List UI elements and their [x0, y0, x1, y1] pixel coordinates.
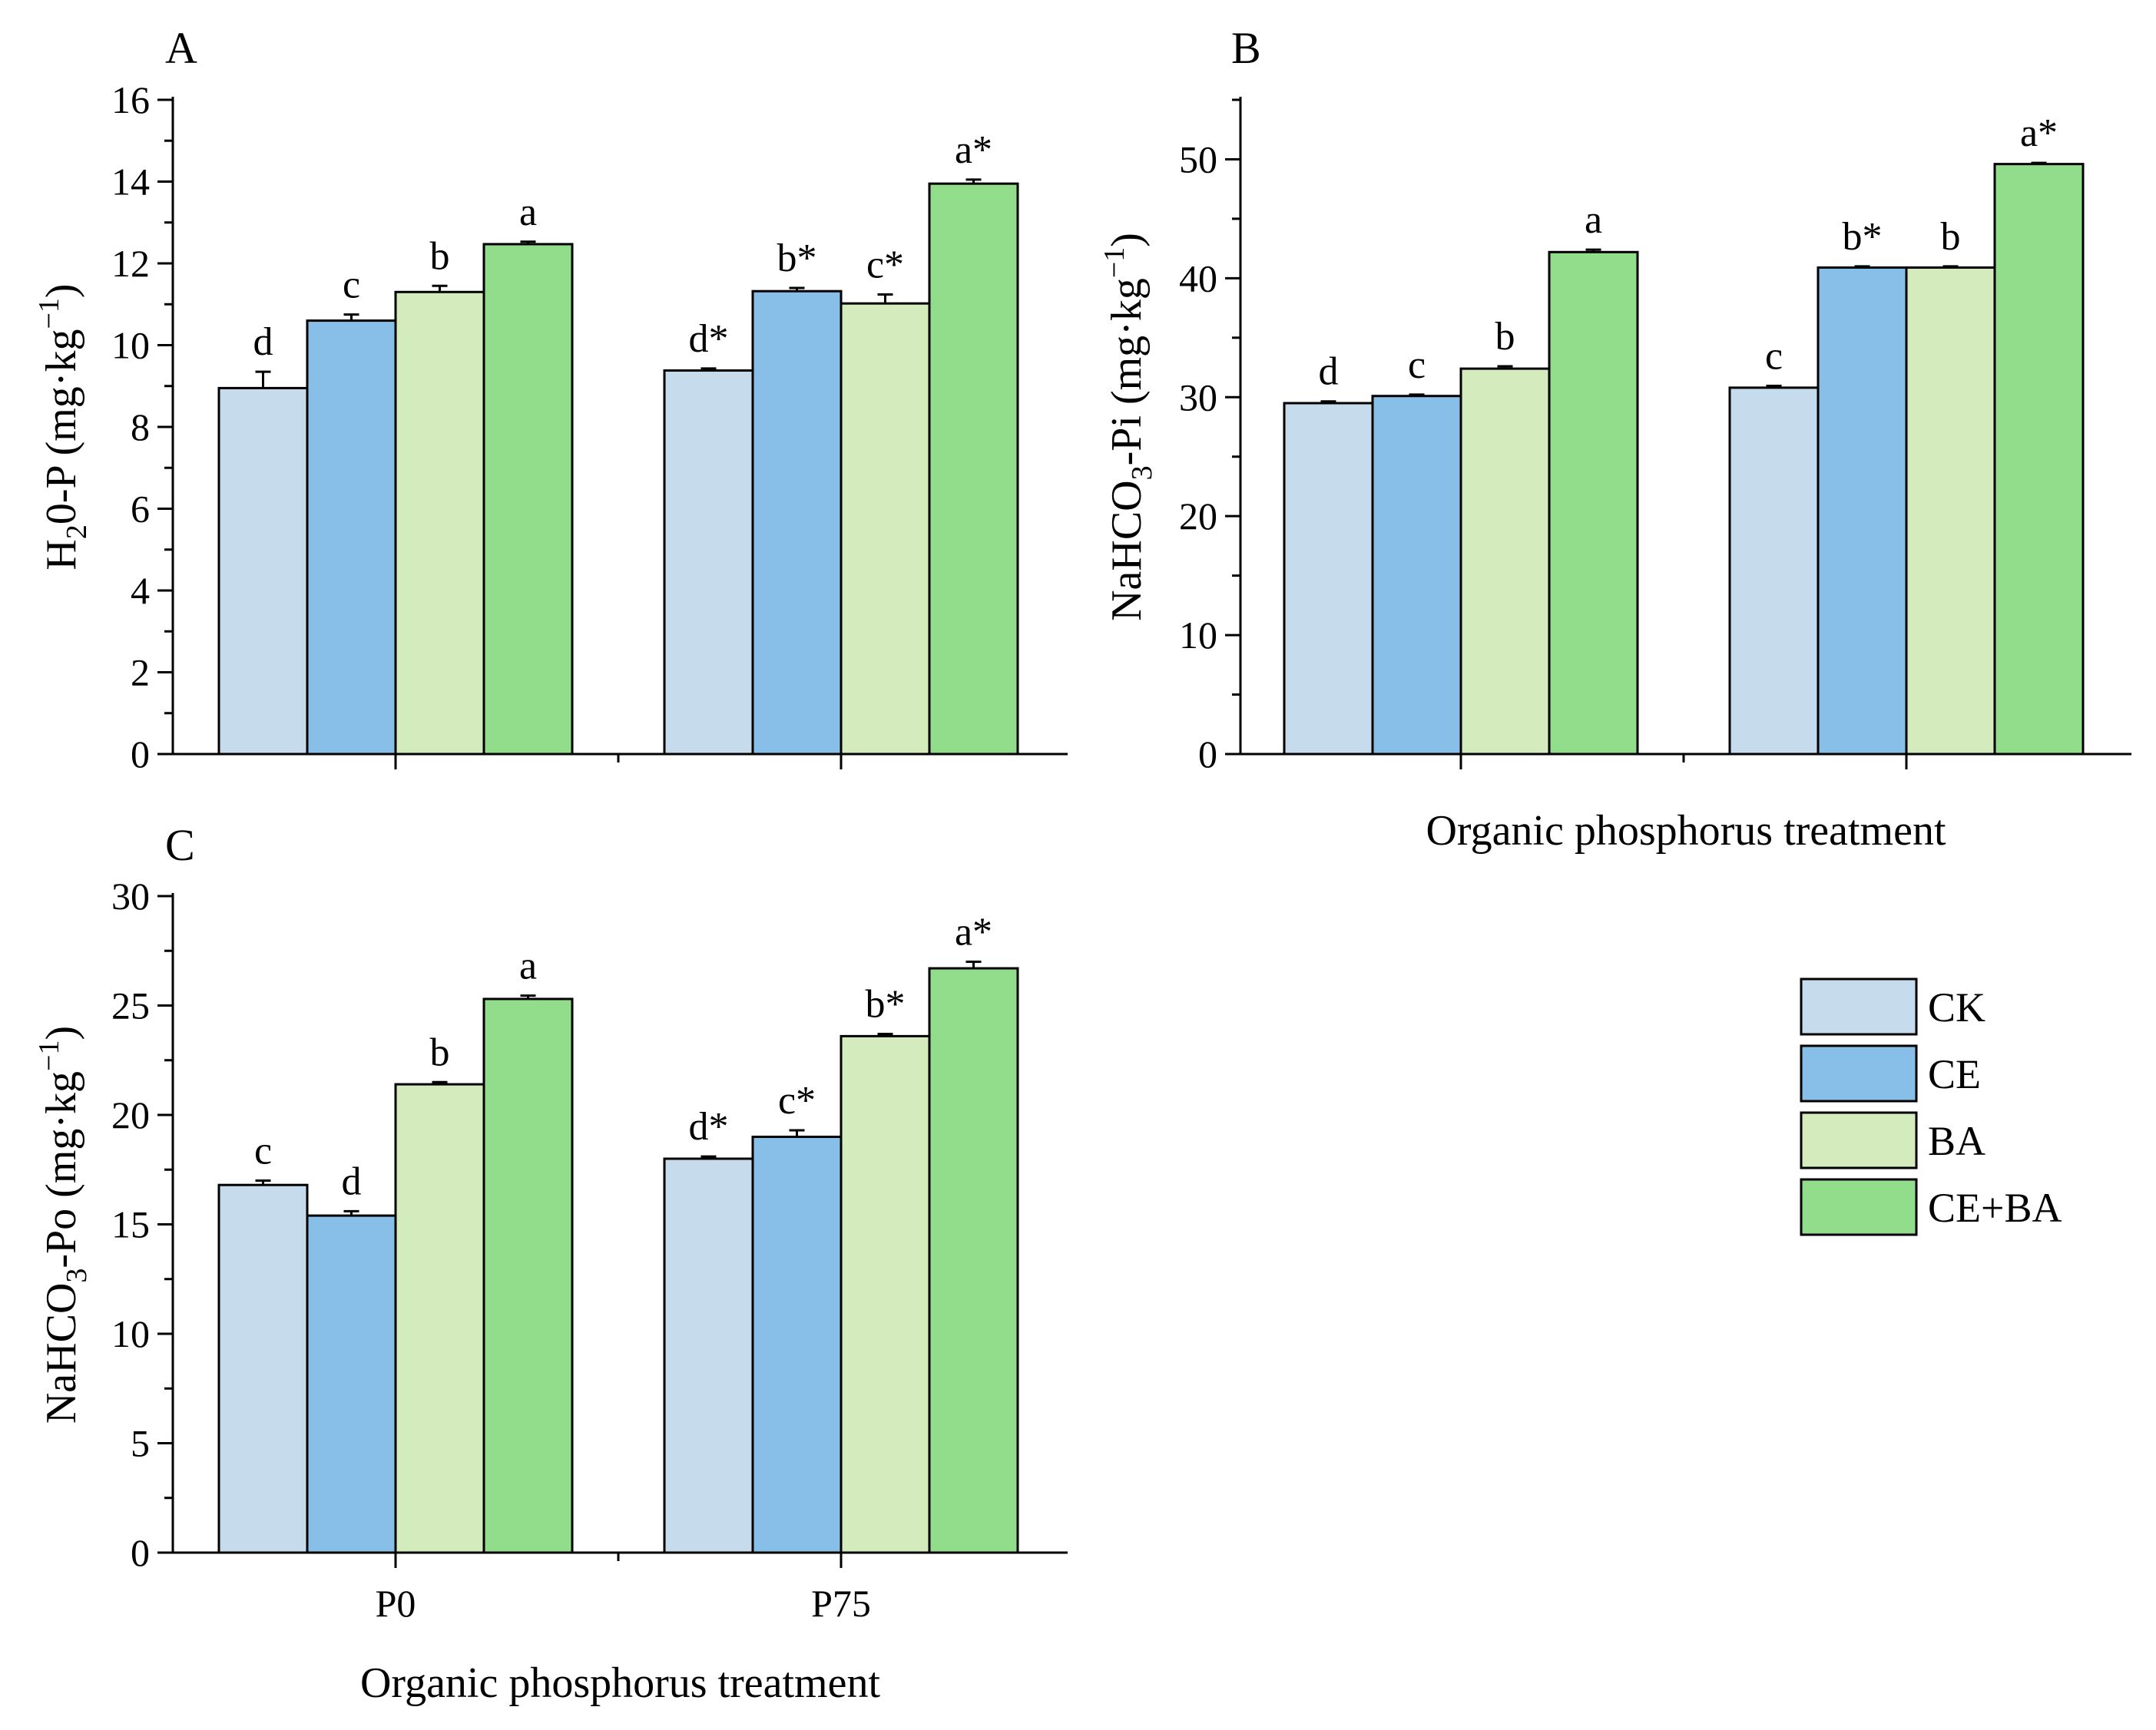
y-axis-title: NaHCO3-Pi (mg·kg−1)	[1098, 233, 1158, 621]
panel-a-chart: Ad d* c b* b c* a a* 0 2 4 6 8 10 12 14 16 H20-P (mg·kg−1…	[33, 23, 1068, 776]
legend-swatch-ce	[1800, 1044, 1918, 1103]
y-tick-label: 20	[1179, 495, 1217, 538]
bar-ce-p0	[1371, 395, 1462, 756]
significance-label: c*	[866, 243, 904, 286]
significance-label: a	[519, 190, 537, 234]
significance-label: b	[1941, 215, 1961, 259]
significance-label: c	[254, 1130, 272, 1173]
bar-ba-p0	[1459, 367, 1551, 756]
y-tick-label: 14	[111, 160, 150, 203]
bar-ck-p75	[663, 1157, 754, 1554]
bar-ba-p0	[394, 1083, 485, 1554]
x-axis-title: Organic phosphorus treatment	[360, 1659, 880, 1707]
y-tick-label: 10	[1179, 614, 1217, 657]
bar-ba-p75	[840, 302, 931, 756]
significance-label: a	[1585, 198, 1602, 242]
bar-ce-p75	[751, 1136, 843, 1554]
significance-label: a*	[2020, 111, 2058, 155]
bar-ba-p0	[394, 290, 485, 756]
y-tick-label: 2	[131, 651, 150, 694]
bar-ce-ba-p0	[1548, 250, 1639, 756]
bar-ce-p75	[751, 289, 843, 756]
bar-ce-ba-p75	[928, 967, 1019, 1554]
panel-label: C	[165, 820, 195, 870]
bar-ba-p75	[840, 1034, 931, 1554]
legend-swatch-ba	[1800, 1111, 1918, 1169]
panel-label: A	[165, 23, 197, 73]
y-tick-label: 0	[131, 1531, 150, 1574]
significance-label: b	[1495, 315, 1515, 359]
x-tick-label: P75	[811, 1582, 871, 1625]
y-axis-title: NaHCO3-Po (mg·kg−1)	[33, 1026, 93, 1424]
significance-label: d	[253, 320, 273, 364]
significance-label: b	[430, 234, 450, 278]
legend-swatch-ck	[1800, 977, 1918, 1036]
legend-label: CE+BA	[1928, 1185, 2062, 1231]
y-tick-label: 40	[1179, 256, 1217, 299]
significance-label: a*	[955, 911, 992, 954]
significance-label: d	[1319, 350, 1339, 394]
significance-label: c	[343, 263, 360, 307]
y-axis-title: H20-P (mg·kg−1)	[33, 283, 93, 570]
y-tick-label: 8	[131, 405, 150, 448]
y-tick-label: 5	[131, 1422, 150, 1465]
y-tick-label: 30	[1179, 375, 1217, 418]
panel-label: B	[1231, 23, 1261, 73]
y-tick-label: 12	[111, 242, 150, 285]
bar-ce-p0	[306, 319, 397, 756]
x-tick-label: P0	[376, 1582, 416, 1625]
bar-ce-ba-p0	[482, 997, 574, 1554]
bar-ck-p75	[663, 369, 754, 756]
y-tick-label: 4	[131, 569, 150, 612]
legend-label: CK	[1928, 984, 1985, 1030]
significance-label: c	[1765, 335, 1783, 379]
y-tick-label: 10	[111, 1312, 150, 1355]
significance-label: b*	[866, 983, 906, 1027]
y-tick-label: 16	[111, 78, 150, 121]
significance-label: d	[342, 1159, 362, 1203]
panel-b-chart: Bd c c b* b b a a* 0 10 20 30 40 50 Organic phosphorus…	[1098, 23, 2131, 855]
bar-ck-p0	[1283, 402, 1374, 756]
significance-label: a*	[955, 128, 992, 172]
bar-ce-ba-p0	[482, 243, 574, 756]
bar-ck-p0	[217, 1183, 309, 1554]
bar-ck-p0	[217, 386, 309, 756]
y-tick-label: 30	[111, 875, 150, 918]
y-tick-label: 6	[131, 488, 150, 531]
bar-ce-p0	[306, 1214, 397, 1554]
bar-ce-ba-p75	[928, 182, 1019, 756]
y-tick-label: 10	[111, 324, 150, 367]
bar-ba-p75	[1905, 266, 1996, 756]
significance-label: b*	[777, 237, 817, 280]
significance-label: c	[1408, 343, 1426, 387]
panel-c-chart: Cc d* d c* b b* a a* 0 5 10 15 20 25 30 P0 P75 Organic ph…	[33, 820, 1068, 1707]
bar-ce-ba-p75	[1993, 163, 2085, 756]
significance-label: b*	[1843, 215, 1883, 259]
significance-label: c*	[778, 1079, 816, 1123]
y-tick-label: 15	[111, 1203, 150, 1246]
significance-label: a	[519, 944, 537, 988]
significance-label: d*	[689, 317, 729, 361]
legend-label: CE	[1928, 1051, 1981, 1097]
x-axis-title: Organic phosphorus treatment	[1426, 807, 1946, 855]
legend: CK CE BA CE+BA	[1800, 977, 2062, 1236]
y-tick-label: 20	[111, 1093, 150, 1136]
y-tick-label: 0	[1198, 733, 1217, 776]
legend-label: BA	[1928, 1118, 1985, 1164]
bar-ck-p75	[1728, 386, 1820, 756]
significance-label: d*	[689, 1105, 729, 1149]
bar-ce-p75	[1817, 266, 1908, 756]
y-tick-label: 50	[1179, 137, 1217, 180]
y-tick-label: 0	[131, 733, 150, 776]
y-tick-label: 25	[111, 984, 150, 1027]
significance-label: b	[430, 1030, 450, 1074]
legend-swatch-ce-ba	[1800, 1178, 1918, 1236]
